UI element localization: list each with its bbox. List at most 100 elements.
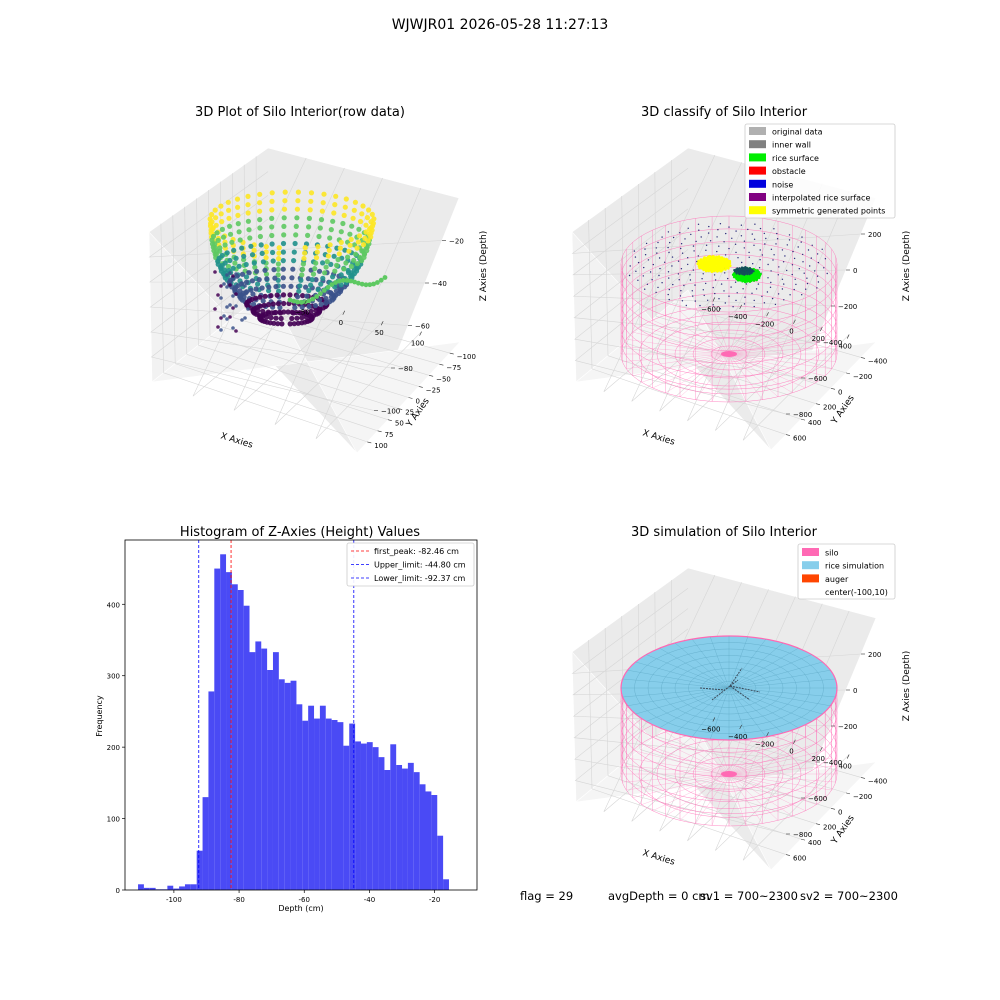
- x-tick-label: -40: [364, 896, 375, 904]
- data-point: [281, 232, 287, 238]
- data-point: [347, 242, 353, 248]
- data-point: [275, 261, 281, 267]
- data-point: [241, 253, 247, 259]
- histogram-bar: [325, 718, 332, 890]
- data-point: [328, 261, 334, 267]
- noise-point: [694, 300, 696, 302]
- noise-point: [659, 267, 661, 270]
- data-point: [228, 271, 232, 275]
- data-point: [274, 292, 280, 298]
- noise-point: [687, 257, 689, 259]
- sv2-text: sv2 = 700~2300: [800, 889, 898, 903]
- noise-point: [750, 272, 753, 275]
- data-point: [251, 260, 257, 266]
- data-point: [268, 293, 274, 299]
- data-point: [295, 189, 301, 195]
- histogram-bar: [302, 720, 309, 890]
- data-point: [300, 293, 306, 299]
- data-point: [269, 224, 275, 230]
- histogram-bar: [249, 652, 256, 890]
- noise-point: [782, 261, 785, 263]
- silo-spoke: [728, 765, 836, 775]
- histogram-bar: [349, 723, 356, 890]
- z-tick-label: −200: [838, 303, 857, 311]
- data-point: [234, 196, 241, 202]
- rice-surface-point: [736, 278, 740, 282]
- data-point: [250, 291, 256, 297]
- data-point: [224, 250, 230, 256]
- silo-spoke: [652, 353, 730, 389]
- silo-spoke: [711, 306, 730, 355]
- noise-point: [771, 297, 774, 300]
- legend-label: noise: [772, 180, 793, 189]
- data-point: [280, 283, 286, 289]
- data-point: [353, 251, 359, 257]
- data-point: [316, 268, 323, 274]
- noise-point: [656, 252, 658, 254]
- silo-spoke: [728, 353, 747, 402]
- grid-line: [631, 162, 742, 402]
- data-point: [297, 310, 303, 316]
- x-tick-mark: [766, 732, 769, 737]
- legend-swatch: [802, 561, 819, 570]
- symmetric-point: [722, 257, 726, 261]
- noise-point: [752, 270, 755, 273]
- data-point: [313, 277, 319, 283]
- data-point: [210, 233, 217, 239]
- noise-point: [708, 225, 710, 228]
- y-tick-mark: [860, 357, 866, 359]
- data-point: [234, 292, 238, 296]
- data-point: [218, 211, 224, 217]
- data-point: [293, 232, 299, 238]
- silo-spoke: [665, 353, 730, 393]
- legend-label: Upper_limit: -44.80 cm: [374, 561, 466, 570]
- noise-point: [767, 277, 769, 279]
- data-point: [306, 298, 312, 304]
- y-tick-label: 0: [116, 887, 120, 895]
- data-point: [248, 287, 254, 293]
- histogram-bar: [402, 768, 408, 890]
- grid-line: [574, 249, 802, 379]
- data-point: [344, 278, 350, 283]
- data-point: [325, 253, 331, 259]
- data-point: [303, 309, 309, 315]
- data-point: [281, 223, 287, 229]
- grid-line: [233, 317, 430, 376]
- silo-spoke: [679, 773, 730, 821]
- data-point: [335, 257, 341, 263]
- noise-point: [681, 300, 684, 302]
- y-tick-label: 600: [793, 855, 806, 863]
- data-point: [333, 280, 338, 285]
- legend-label: rice simulation: [825, 562, 884, 571]
- data-point: [291, 298, 297, 304]
- noise-point: [740, 266, 744, 269]
- surface-spoke: [728, 687, 831, 706]
- data-point: [348, 263, 354, 269]
- data-point: [270, 258, 276, 264]
- histogram-bar: [255, 641, 262, 890]
- noise-point: [801, 294, 803, 296]
- data-point: [338, 272, 344, 278]
- silo-spoke: [728, 773, 826, 798]
- data-point: [257, 208, 263, 214]
- noise-point: [798, 268, 800, 270]
- grid-line: [655, 315, 847, 374]
- noise-point: [775, 243, 777, 245]
- grid-line: [588, 639, 593, 789]
- y-tick-mark: [815, 823, 821, 826]
- rice-surface-point: [759, 272, 762, 276]
- histogram-bar: [407, 762, 414, 890]
- data-point: [245, 218, 251, 224]
- x-tick-label: 0: [789, 748, 793, 756]
- silo-spoke: [632, 332, 730, 355]
- surface-spoke: [635, 661, 730, 689]
- noise-point: [702, 273, 704, 275]
- noise-point: [658, 274, 660, 277]
- surface-spoke: [728, 687, 748, 740]
- data-point: [290, 310, 296, 316]
- y-tick-label: 75: [385, 431, 394, 439]
- noise-point: [723, 241, 725, 243]
- noise-point: [759, 227, 762, 230]
- data-point: [309, 277, 315, 283]
- silo-spoke: [641, 743, 730, 775]
